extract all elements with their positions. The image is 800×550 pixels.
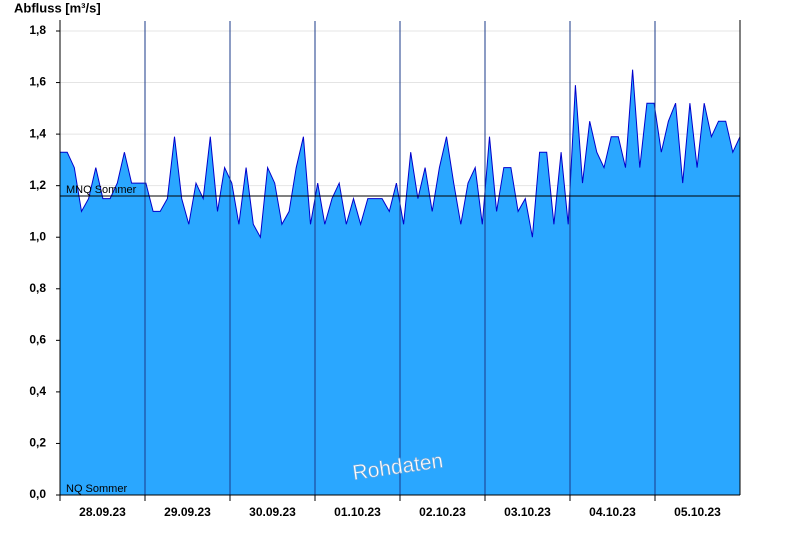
y-tick-label: 0,0 <box>29 487 46 501</box>
y-tick-label: 1,0 <box>29 229 46 243</box>
x-tick-label: 30.09.23 <box>249 505 296 519</box>
y-tick-label: 0,2 <box>29 436 46 450</box>
y-tick-label: 1,8 <box>29 23 46 37</box>
x-tick-label: 03.10.23 <box>504 505 551 519</box>
y-tick-label: 0,6 <box>29 333 46 347</box>
x-tick-label: 28.09.23 <box>79 505 126 519</box>
reference-label: MNQ Sommer <box>66 184 137 196</box>
x-tick-label: 04.10.23 <box>589 505 636 519</box>
y-axis-label: Abfluss [m³/s] <box>14 0 101 15</box>
x-tick-label: 01.10.23 <box>334 505 381 519</box>
y-tick-label: 1,6 <box>29 75 46 89</box>
y-tick-label: 1,4 <box>29 126 46 140</box>
y-tick-label: 0,8 <box>29 281 46 295</box>
x-tick-label: 02.10.23 <box>419 505 466 519</box>
x-tick-label: 29.09.23 <box>164 505 211 519</box>
y-tick-label: 1,2 <box>29 178 46 192</box>
y-tick-label: 0,4 <box>29 384 46 398</box>
reference-label: NQ Sommer <box>66 483 127 495</box>
x-tick-label: 05.10.23 <box>674 505 721 519</box>
